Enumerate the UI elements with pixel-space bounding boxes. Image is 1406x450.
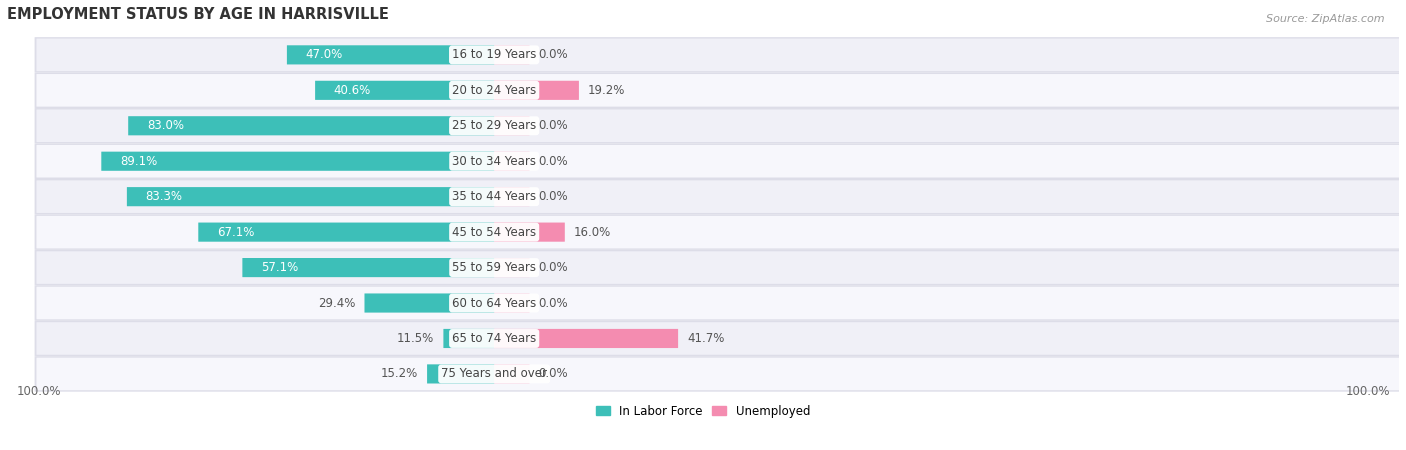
Text: 16.0%: 16.0%: [574, 225, 612, 238]
FancyBboxPatch shape: [37, 287, 1406, 319]
Text: 75 Years and over: 75 Years and over: [441, 367, 547, 380]
FancyBboxPatch shape: [494, 223, 565, 242]
FancyBboxPatch shape: [37, 109, 1406, 142]
FancyBboxPatch shape: [494, 81, 579, 100]
FancyBboxPatch shape: [443, 329, 495, 348]
FancyBboxPatch shape: [37, 39, 1406, 71]
FancyBboxPatch shape: [35, 356, 1406, 392]
Text: 47.0%: 47.0%: [305, 48, 343, 61]
FancyBboxPatch shape: [101, 152, 495, 171]
Text: 100.0%: 100.0%: [1346, 385, 1389, 398]
FancyBboxPatch shape: [37, 145, 1406, 178]
FancyBboxPatch shape: [364, 293, 495, 313]
FancyBboxPatch shape: [37, 74, 1406, 107]
FancyBboxPatch shape: [427, 364, 495, 383]
Text: 11.5%: 11.5%: [396, 332, 434, 345]
FancyBboxPatch shape: [287, 45, 495, 64]
FancyBboxPatch shape: [37, 251, 1406, 284]
FancyBboxPatch shape: [37, 322, 1406, 355]
FancyBboxPatch shape: [494, 293, 530, 313]
Text: 60 to 64 Years: 60 to 64 Years: [453, 297, 536, 310]
Text: 30 to 34 Years: 30 to 34 Years: [453, 155, 536, 168]
Text: 16 to 19 Years: 16 to 19 Years: [451, 48, 536, 61]
Text: 29.4%: 29.4%: [318, 297, 356, 310]
Text: 41.7%: 41.7%: [688, 332, 724, 345]
Text: 20 to 24 Years: 20 to 24 Years: [453, 84, 536, 97]
FancyBboxPatch shape: [35, 250, 1406, 285]
Text: 15.2%: 15.2%: [381, 367, 418, 380]
FancyBboxPatch shape: [494, 364, 530, 383]
Text: 40.6%: 40.6%: [333, 84, 371, 97]
FancyBboxPatch shape: [127, 187, 495, 206]
Text: EMPLOYMENT STATUS BY AGE IN HARRISVILLE: EMPLOYMENT STATUS BY AGE IN HARRISVILLE: [7, 7, 389, 22]
FancyBboxPatch shape: [494, 152, 530, 171]
FancyBboxPatch shape: [37, 180, 1406, 213]
Text: 45 to 54 Years: 45 to 54 Years: [453, 225, 536, 238]
FancyBboxPatch shape: [37, 358, 1406, 390]
FancyBboxPatch shape: [37, 216, 1406, 248]
Text: 0.0%: 0.0%: [538, 297, 568, 310]
FancyBboxPatch shape: [35, 144, 1406, 179]
Text: 19.2%: 19.2%: [588, 84, 626, 97]
Text: 0.0%: 0.0%: [538, 190, 568, 203]
Text: 89.1%: 89.1%: [120, 155, 157, 168]
Text: 67.1%: 67.1%: [217, 225, 254, 238]
FancyBboxPatch shape: [35, 72, 1406, 108]
Text: 25 to 29 Years: 25 to 29 Years: [453, 119, 536, 132]
Text: 0.0%: 0.0%: [538, 261, 568, 274]
FancyBboxPatch shape: [198, 223, 495, 242]
FancyBboxPatch shape: [128, 116, 495, 135]
Text: 83.3%: 83.3%: [146, 190, 183, 203]
Text: 35 to 44 Years: 35 to 44 Years: [453, 190, 536, 203]
Legend: In Labor Force, Unemployed: In Labor Force, Unemployed: [591, 400, 815, 423]
FancyBboxPatch shape: [494, 258, 530, 277]
Text: Source: ZipAtlas.com: Source: ZipAtlas.com: [1267, 14, 1385, 23]
FancyBboxPatch shape: [315, 81, 495, 100]
FancyBboxPatch shape: [494, 187, 530, 206]
FancyBboxPatch shape: [494, 45, 530, 64]
Text: 100.0%: 100.0%: [17, 385, 60, 398]
Text: 0.0%: 0.0%: [538, 119, 568, 132]
FancyBboxPatch shape: [35, 37, 1406, 72]
FancyBboxPatch shape: [242, 258, 495, 277]
FancyBboxPatch shape: [494, 116, 530, 135]
FancyBboxPatch shape: [35, 321, 1406, 356]
FancyBboxPatch shape: [35, 214, 1406, 250]
Text: 57.1%: 57.1%: [262, 261, 298, 274]
Text: 0.0%: 0.0%: [538, 48, 568, 61]
FancyBboxPatch shape: [494, 329, 678, 348]
Text: 83.0%: 83.0%: [146, 119, 184, 132]
FancyBboxPatch shape: [35, 108, 1406, 144]
FancyBboxPatch shape: [35, 285, 1406, 321]
Text: 0.0%: 0.0%: [538, 367, 568, 380]
Text: 0.0%: 0.0%: [538, 155, 568, 168]
FancyBboxPatch shape: [35, 179, 1406, 214]
Text: 55 to 59 Years: 55 to 59 Years: [453, 261, 536, 274]
Text: 65 to 74 Years: 65 to 74 Years: [453, 332, 536, 345]
